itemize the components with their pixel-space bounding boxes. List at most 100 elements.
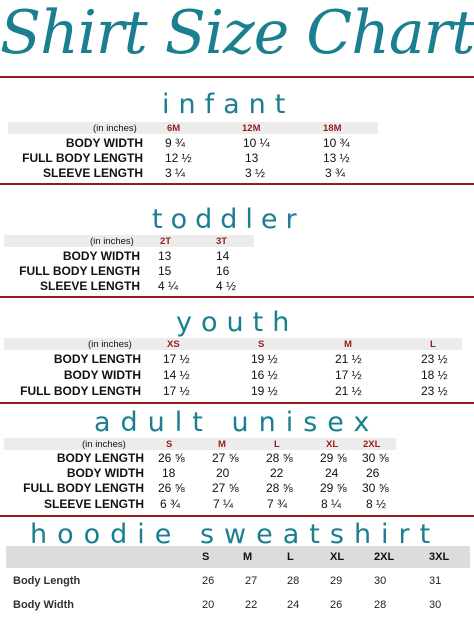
value: 21 ½ [335,384,362,398]
row-label: SLEEVE LENGTH [42,166,143,180]
section-title-hoodie-sweatshirt: hoodie sweatshirt [30,519,441,550]
value: 13 ½ [323,151,350,165]
header-band [4,338,462,350]
value: 17 ½ [163,352,190,366]
value: 13 [158,249,172,263]
size-header: 18M [323,123,342,134]
size-header: 2XL [374,551,395,563]
value: 3 ¼ [165,166,186,180]
value: 30 ⅝ [362,481,389,495]
value: 7 ¼ [213,497,234,511]
divider [0,183,474,185]
size-header: S [202,551,210,563]
size-header: S [166,439,173,450]
units-label: (in inches) [88,339,132,350]
value: 16 ½ [251,368,278,382]
value: 29 ⅝ [320,451,347,465]
size-header: M [243,551,253,563]
divider [0,76,474,78]
value: 4 ½ [216,279,237,293]
value: 22 [245,599,258,611]
units-label: (in inches) [93,123,137,134]
units-label: (in inches) [82,439,126,450]
page-title: Shirt Size Chart [0,0,474,68]
row-label: FULL BODY LENGTH [22,151,143,165]
value: 19 ½ [251,384,278,398]
value: 26 ⅝ [158,481,185,495]
size-header: 2T [160,236,172,247]
row-label: BODY LENGTH [56,451,144,465]
section-title-infant: infant [162,89,295,120]
size-header: 6M [167,123,181,134]
value: 18 [162,466,176,480]
value: 23 ½ [421,384,448,398]
size-header: L [274,439,280,450]
section-title-toddler: toddler [152,204,305,235]
value: 28 [287,575,300,587]
value: 28 ⅝ [266,451,293,465]
value: 14 ½ [163,368,190,382]
size-header: 2XL [363,439,381,450]
header-band [8,122,378,134]
row-label: BODY WIDTH [63,368,141,382]
value: 29 ⅝ [320,481,347,495]
value: 23 ½ [421,352,448,366]
size-header: 3T [216,236,228,247]
size-header: XL [330,551,345,563]
size-header: L [287,551,294,563]
value: 30 ⅝ [362,451,389,465]
divider [0,402,474,404]
value: 18 ½ [421,368,448,382]
value: 7 ¾ [267,497,288,511]
divider [0,296,474,298]
row-label: SLEEVE LENGTH [43,497,144,511]
value: 6 ¾ [160,497,181,511]
value: 29 [330,575,343,587]
value: 8 ½ [366,497,387,511]
value: 27 [245,575,258,587]
section-title-youth: youth [176,307,299,338]
size-header: XL [326,439,339,450]
value: 24 [287,599,300,611]
size-header: 12M [242,123,261,134]
size-header: M [344,339,352,350]
value: 20 [202,599,215,611]
row-label: Body Length [13,575,81,587]
value: 16 [216,264,230,278]
value: 20 [216,466,230,480]
row-label: BODY WIDTH [62,249,140,263]
value: 26 ⅝ [158,451,185,465]
row-label: FULL BODY LENGTH [20,384,141,398]
value: 4 ¼ [158,279,179,293]
value: 27 ⅝ [212,451,239,465]
header-band [6,546,470,568]
value: 31 [429,575,442,587]
value: 26 [330,599,343,611]
row-label: Body Width [13,599,74,611]
value: 30 [429,599,442,611]
divider [0,515,474,517]
value: 28 ⅝ [266,481,293,495]
row-label: BODY WIDTH [65,136,143,150]
row-label: SLEEVE LENGTH [39,279,140,293]
value: 8 ¼ [321,497,342,511]
row-label: FULL BODY LENGTH [23,481,144,495]
row-label: FULL BODY LENGTH [19,264,140,278]
value: 30 [374,575,387,587]
value: 21 ½ [335,352,362,366]
section-title-adult-unisex: adult unisex [94,407,380,438]
size-header: 3XL [429,551,450,563]
value: 10 ¼ [243,136,270,150]
value: 26 [366,466,380,480]
value: 24 [325,466,339,480]
header-band [4,235,254,247]
value: 22 [270,466,284,480]
value: 3 ½ [245,166,266,180]
header-band [4,438,396,450]
size-header: M [218,439,226,450]
value: 28 [374,599,387,611]
value: 12 ½ [165,151,192,165]
value: 10 ¾ [323,136,350,150]
value: 9 ¾ [165,136,186,150]
value: 26 [202,575,215,587]
